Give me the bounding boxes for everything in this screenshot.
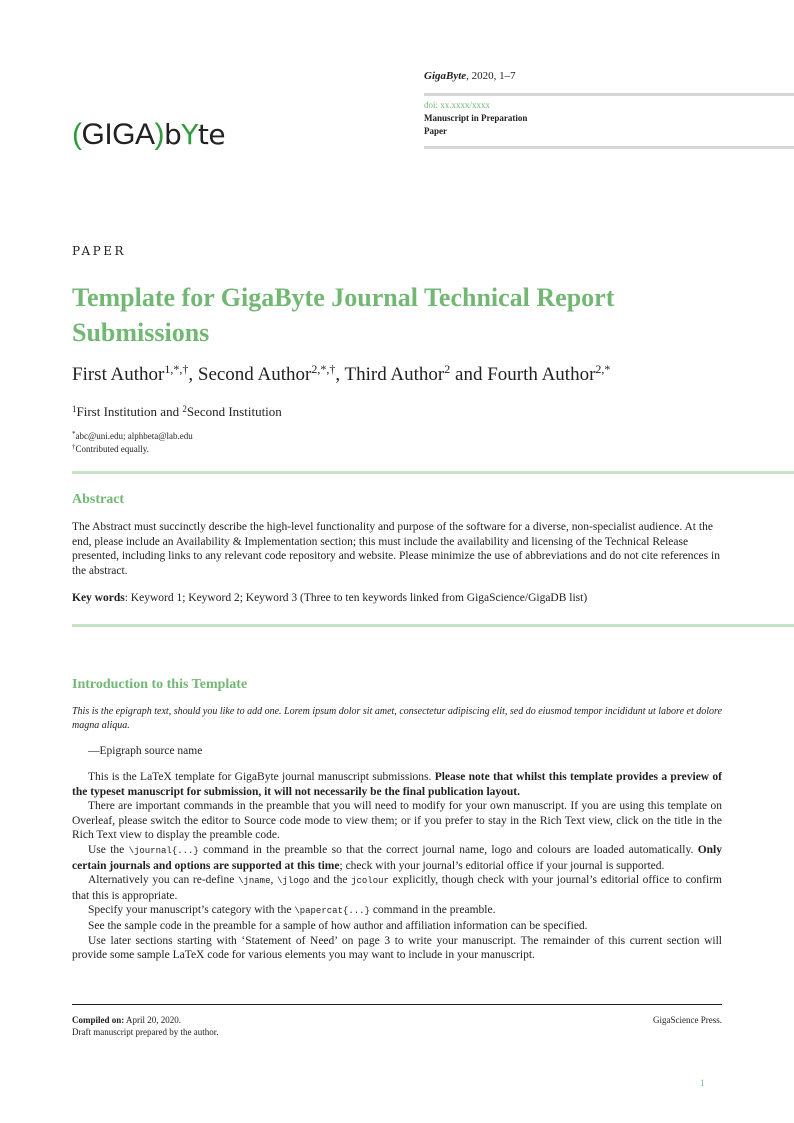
equal-contribution-note: †Contributed equally. [72,443,149,455]
citation-text: , 2020, 1–7 [466,70,516,82]
journal-name: GigaByte [424,70,467,82]
header-rule-top [424,93,794,96]
paragraph: This is the LaTeX template for GigaByte … [72,771,722,798]
page-number: 1 [700,1078,705,1088]
abstract-text: The Abstract must succinctly describe th… [72,521,720,577]
epigraph: This is the epigraph text, should you li… [72,706,722,731]
author: First Author1,*,†, [72,362,198,385]
author: Second Author2,*,†, [197,362,345,385]
author-list: First Author1,*,†, Second Author2,*,†, T… [72,362,611,386]
epigraph-source: —Epigraph source name [88,745,203,757]
paragraph: Specify your manuscript’s category with … [88,904,496,917]
abstract-heading: Abstract [72,492,125,507]
paper-kicker: PAPER [72,244,127,258]
paragraph: Use later sections starting with ‘Statem… [72,934,722,962]
publisher: GigaScience Press. [653,1015,722,1025]
author: Fourth Author2,* [487,362,611,385]
gigabyte-logo: (GIGA)bYte [72,118,226,151]
paragraph: Alternatively you can re-define \jname, … [72,874,722,902]
institutions: 1First Institution and 2Second Instituti… [72,404,282,419]
draft-note: Draft manuscript prepared by the author. [72,1027,219,1037]
journal-citation: GigaByte, 2020, 1–7 [424,70,516,82]
header-rule-bottom [424,146,794,149]
footer-rule [72,1004,722,1005]
abstract-body: The Abstract must succinctly describe th… [72,520,722,606]
footer-left: Compiled on: April 20, 2020. Draft manus… [72,1014,218,1038]
abstract-rule-top [72,471,794,474]
manuscript-status: Manuscript in Preparation [424,113,528,123]
keywords: Key words: Keyword 1; Keyword 2; Keyword… [72,592,588,605]
contact-emails: *abc@uni.edu; alphbeta@lab.edu [72,430,193,442]
manuscript-category: Paper [424,126,447,136]
author: Third Author2 and [344,362,488,385]
paragraph: There are important commands in the prea… [72,800,722,842]
paragraph: See the sample code in the preamble for … [88,919,588,932]
compiled-date: Compiled on: April 20, 2020. [72,1015,182,1025]
intro-body: This is the LaTeX template for GigaByte … [72,770,722,963]
intro-heading: Introduction to this Template [72,677,248,692]
paragraph: Use the \journal{...} command in the pre… [72,843,722,872]
author-notes: *abc@uni.edu; alphbeta@lab.edu †Contribu… [72,430,193,456]
page-title: Template for GigaByte Journal Technical … [72,283,615,347]
abstract-rule-bottom [72,624,794,627]
doi-link[interactable]: doi: xx.xxxx/xxxx [424,100,491,110]
